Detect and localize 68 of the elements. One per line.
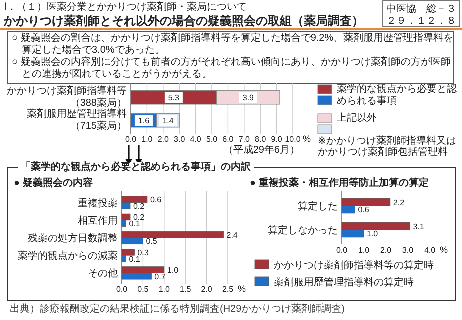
text: （平成29年6月） [222, 145, 300, 156]
data-label: 3.1 [413, 222, 425, 232]
x-axis-title: % [440, 245, 448, 255]
x-tick-label: 2.0 [158, 135, 170, 144]
y-tick-label: 重複投薬 [78, 197, 118, 210]
data-label: 0.5 [146, 237, 158, 246]
legend-label: かかりつけ薬剤師指導料等の算定時 [274, 260, 434, 272]
text: 「薬学的な観点から必要と認められる事項」の内訳 [18, 162, 254, 174]
data-label: 0.3 [138, 248, 150, 258]
y-tick-label: かかりつけ薬剤師指導料等（388薬局） [6, 86, 127, 108]
text: ○ 疑義照会の割合は、かかりつけ薬剤師指導料等を算定した場合で9.2%、薬剤服用歴管理指導料を算定した場合で3.0%であった。 [12, 33, 455, 56]
y-tick-label: 算定した [298, 200, 338, 212]
data-label: 1.0 [367, 230, 379, 239]
data-label: 1.0 [167, 266, 180, 276]
data-label: 2.2 [393, 198, 406, 208]
text: ※かかりつけ薬剤師指導料又はかかりつけ薬剤師包括管理料 [318, 136, 458, 158]
x-tick-label: 4.0 [190, 135, 202, 144]
y-tick-label: 算定しなかった [268, 224, 338, 236]
data-label: 1.4 [162, 116, 174, 126]
x-tick-label: 0.5 [138, 285, 150, 294]
x-tick-label: 7.0 [238, 135, 251, 144]
source-note: 出典）診療報酬改定の結果検証に係る特別調査(H29かかりつけ薬剤師調査) [10, 304, 346, 316]
y-tick-label: その他 [88, 268, 118, 280]
x-tick-label: 1.0 [158, 285, 171, 294]
legend-label: 薬剤服用歴管理指導料の算定時 [274, 276, 414, 288]
y-tick-label: 薬剤服用歴管理指導料（715薬局） [26, 109, 127, 132]
legend-label: 上記以外 [337, 113, 378, 124]
x-tick-label: 1.5 [180, 285, 192, 294]
x-axis-title: % [303, 134, 312, 144]
data-label: 1.6 [138, 116, 150, 126]
data-label: 0.1 [129, 254, 141, 264]
chart-title: ● 重複投薬・相互作用等防止加算の算定 [250, 177, 429, 189]
x-tick-label: 10.0 [285, 135, 302, 144]
x-tick-label: 9.0 [271, 135, 283, 144]
data-label: 0.2 [133, 213, 146, 222]
data-label: 0.6 [150, 196, 162, 205]
text: ○ 疑義照会の内容別に分けても前者の方がそれぞれ高い傾向にあり、かかりつけ薬剤師の方が医師との連携が図れていることがうかがえる。 [12, 57, 452, 80]
x-tick-label: 2.0 [201, 285, 213, 294]
data-label: 0.1 [129, 220, 141, 229]
x-tick-label: 5.0 [206, 135, 218, 144]
x-tick-label: 0.0 [336, 246, 348, 255]
y-tick-label: 残薬の処方日数調整 [28, 232, 118, 244]
x-tick-label: 1.0 [358, 246, 370, 255]
data-label: 0.7 [154, 272, 166, 282]
x-tick-label: 0.0 [116, 285, 128, 294]
text: ２９．１２．８ [386, 16, 456, 27]
text: 中医協 総－３ [386, 3, 456, 15]
x-tick-label: 8.0 [255, 135, 267, 144]
x-tick-label: 3.0 [174, 135, 186, 144]
chart-subtitle: Ⅰ．（１）医薬分業とかかりつけ薬剤師・薬局について [4, 1, 247, 13]
y-tick-label: 薬学的観点からの減薬 [18, 250, 118, 262]
x-tick-label: 3.0 [402, 246, 414, 255]
data-label: 2.4 [226, 230, 238, 240]
x-tick-label: 2.5 [222, 285, 234, 294]
x-tick-label: 1.0 [142, 135, 154, 144]
data-label: 5.3 [168, 94, 180, 102]
data-label: 0.2 [133, 202, 146, 211]
legend-label: 薬学的な観点から必要と認められる事項 [337, 84, 458, 107]
data-label: 3.9 [242, 94, 255, 102]
chart-title: ● 疑義照会の内容 [14, 177, 93, 189]
x-axis-title: % [238, 284, 246, 294]
x-tick-label: 6.0 [222, 135, 234, 144]
data-label: 0.6 [358, 206, 370, 215]
x-tick-label: 2.0 [380, 246, 392, 255]
y-tick-label: 相互作用 [78, 214, 118, 227]
x-tick-label: 0.0 [125, 135, 138, 144]
chart-title: かかりつけ薬剤師とそれ以外の場合の疑義照会の取組（薬局調査） [3, 14, 364, 28]
x-tick-label: 4.0 [424, 246, 436, 255]
